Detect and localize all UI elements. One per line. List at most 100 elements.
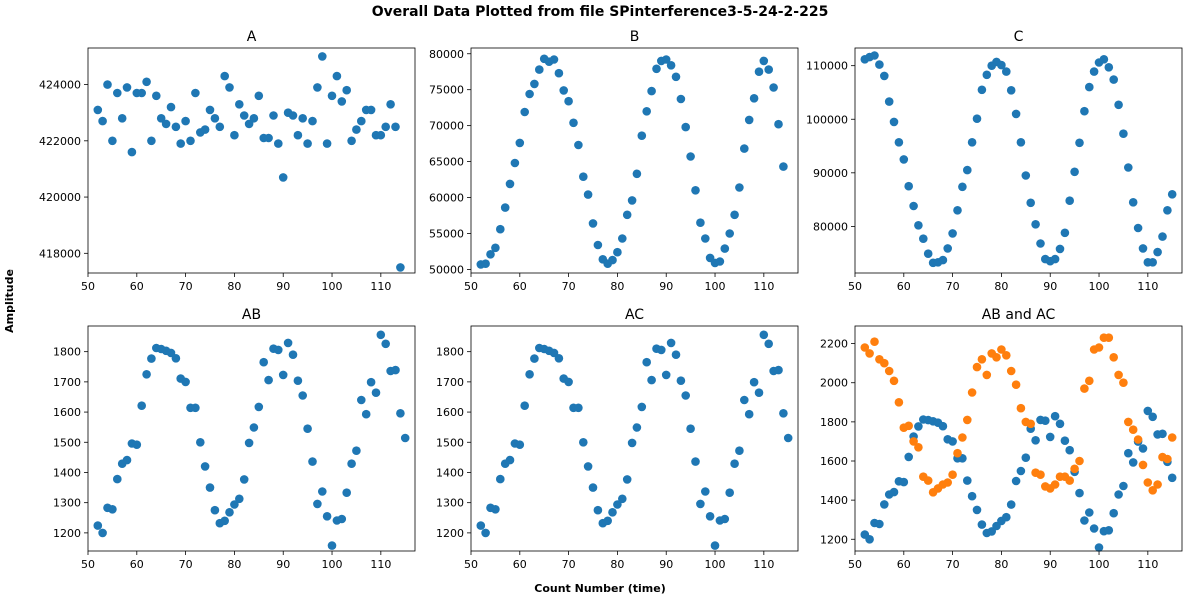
data-point	[938, 421, 948, 431]
data-point	[113, 88, 122, 98]
data-point	[171, 354, 181, 363]
data-point	[530, 79, 539, 89]
data-point	[298, 114, 308, 123]
data-point	[1143, 478, 1153, 487]
subplot-5: AC 50 60 70 80 90 100 110 1200 1300 1400 1500 1600 17…	[436, 307, 799, 571]
data-point	[1153, 480, 1162, 489]
data-point	[220, 516, 229, 526]
data-point	[914, 422, 923, 431]
data-point	[200, 125, 210, 134]
data-point	[860, 343, 870, 352]
y-tick-label: 80000	[813, 220, 848, 233]
data-point	[505, 179, 515, 189]
data-point	[1060, 436, 1070, 446]
data-point	[603, 516, 612, 526]
data-point	[967, 491, 977, 501]
data-point	[1163, 454, 1172, 464]
data-point	[1002, 351, 1011, 360]
data-point	[725, 229, 734, 238]
data-point	[627, 438, 637, 448]
data-point	[982, 370, 992, 380]
data-point	[191, 88, 200, 98]
x-tick-label: 110	[370, 280, 391, 293]
data-point	[288, 350, 298, 360]
data-point	[481, 259, 490, 269]
data-point	[259, 357, 269, 367]
data-point	[332, 71, 342, 81]
data-point	[1158, 232, 1167, 241]
data-point	[391, 365, 400, 375]
subplot-2: B 50 60 70 80 90 100 110 50000 55000 60000 65000 700…	[429, 29, 799, 293]
data-point	[967, 388, 977, 397]
data-point	[963, 476, 972, 485]
x-tick-label: 50	[848, 558, 862, 571]
data-point	[637, 402, 647, 412]
data-point	[196, 438, 205, 447]
data-point	[740, 395, 749, 405]
data-point	[579, 438, 588, 447]
data-point	[205, 105, 215, 115]
data-point	[352, 125, 361, 134]
data-point	[1070, 167, 1079, 177]
data-point	[1085, 82, 1094, 92]
data-point	[1167, 473, 1177, 483]
data-point	[1055, 244, 1065, 254]
data-point	[254, 91, 264, 101]
y-tick-label: 110000	[806, 60, 848, 73]
figure-suptitle: Overall Data Plotted from file SPinterfe…	[372, 4, 829, 20]
data-point	[1041, 416, 1050, 426]
y-tick-label: 60000	[429, 192, 464, 205]
data-point	[574, 403, 583, 413]
data-point	[1128, 198, 1138, 207]
data-point	[313, 499, 322, 509]
y-tick-label: 65000	[429, 156, 464, 169]
data-point	[400, 433, 410, 443]
data-point	[1080, 384, 1089, 393]
x-tick-label: 110	[1137, 280, 1158, 293]
y-tick-label: 75000	[429, 84, 464, 97]
data-point	[210, 114, 220, 123]
subplot-1: A 50 60 70 80 90 100 110 418000 420000 422000 42400…	[39, 29, 416, 293]
data-point	[779, 162, 788, 171]
data-point	[953, 206, 962, 215]
data-point	[1114, 100, 1123, 110]
data-point	[943, 244, 952, 253]
data-point	[972, 362, 982, 372]
data-point	[347, 459, 356, 469]
data-point	[919, 234, 928, 243]
data-point	[705, 512, 715, 521]
data-point	[1089, 67, 1099, 76]
data-point	[870, 337, 879, 347]
data-point	[593, 505, 603, 515]
data-point	[376, 330, 386, 340]
data-point	[894, 138, 904, 147]
data-point	[396, 409, 405, 418]
x-tick-label: 60	[897, 280, 911, 293]
data-point	[322, 512, 332, 521]
y-tick-label: 50000	[429, 263, 464, 276]
data-point	[583, 190, 593, 199]
data-point	[1153, 247, 1162, 257]
data-point	[1085, 376, 1094, 386]
y-tick-label: 424000	[39, 79, 81, 92]
data-point	[564, 96, 573, 106]
data-point	[1055, 419, 1065, 429]
x-tick-label: 100	[322, 558, 343, 571]
x-tick-label: 90	[1043, 558, 1057, 571]
data-point	[889, 487, 899, 497]
data-point	[337, 514, 347, 524]
x-tick-label: 50	[81, 280, 95, 293]
data-point	[347, 136, 356, 146]
data-point	[686, 152, 695, 161]
data-point	[166, 102, 176, 112]
data-point	[914, 443, 923, 452]
data-point	[1109, 508, 1118, 518]
data-point	[904, 181, 913, 191]
data-point	[1011, 109, 1021, 119]
data-point	[274, 139, 283, 148]
data-point	[244, 438, 254, 448]
data-point	[191, 403, 200, 413]
data-point	[759, 330, 769, 340]
y-tick-label: 1600	[53, 406, 81, 419]
data-point	[1065, 445, 1074, 455]
